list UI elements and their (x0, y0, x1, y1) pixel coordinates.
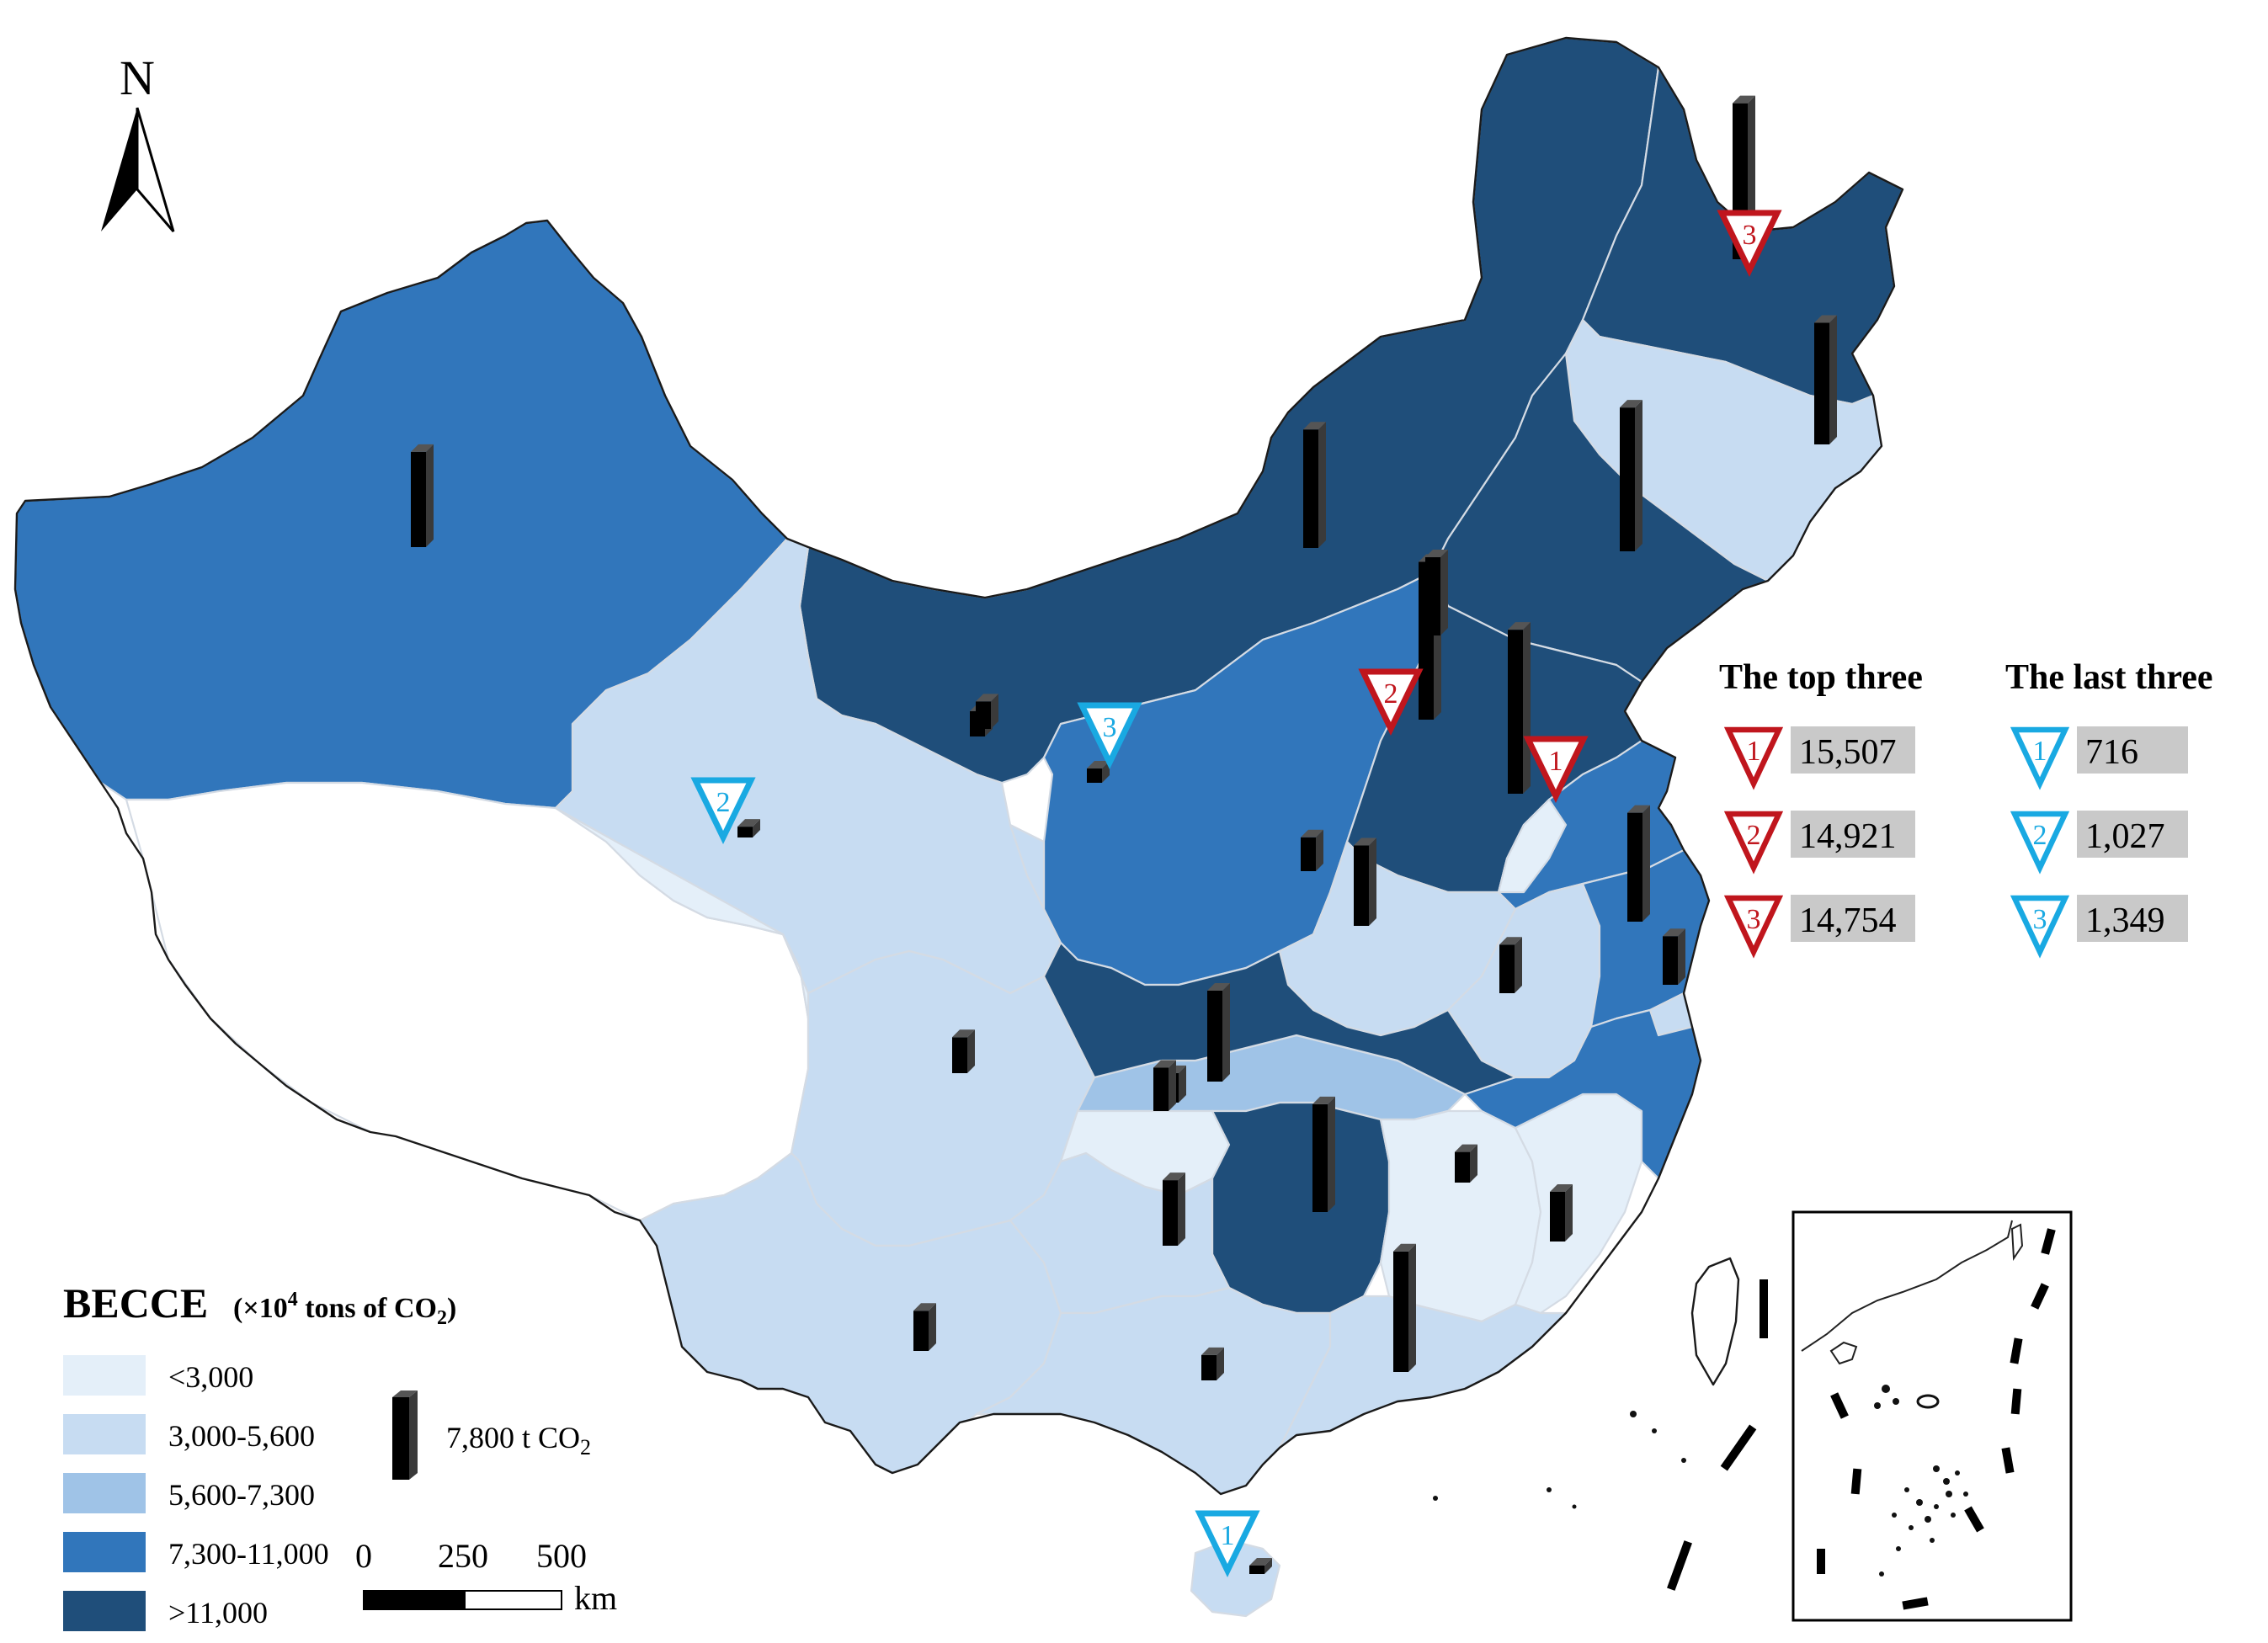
emission-bar-6 (1301, 829, 1323, 871)
top-three-title: The top three (1719, 658, 1923, 697)
value-box (1791, 895, 1915, 942)
emission-bar-26 (737, 819, 760, 837)
region-north-strip (1042, 941, 1517, 1096)
china-boundary (13, 36, 1904, 1496)
emission-bar-9 (1627, 805, 1650, 922)
emission-bar-1 (1207, 982, 1230, 1082)
emission-bar-5 (1814, 315, 1837, 444)
emission-bar-20 (1455, 1144, 1477, 1183)
emission-bar-11 (1620, 400, 1642, 551)
legend-title-unit: (×104 tons of CO2) (233, 1289, 456, 1329)
legend-swatch-0 (63, 1355, 146, 1396)
rank-number: 2 (1747, 820, 1761, 851)
emission-bar-16 (1312, 1096, 1335, 1212)
emission-bar-25 (976, 694, 998, 729)
value-box (2077, 811, 2188, 858)
marker-rank-number: 1 (1549, 746, 1563, 777)
north-arrow-icon: N (101, 51, 175, 232)
last-rank-marker-3: 3 (1077, 702, 1142, 770)
rank-number: 3 (2033, 904, 2047, 935)
emission-bar-22 (1201, 1347, 1224, 1380)
legend-class-label-1: 3,000-5,600 (168, 1419, 315, 1453)
top-rank-marker-2: 2 (1358, 668, 1424, 736)
scale-tick-0: 0 (355, 1537, 372, 1575)
region-ningxia (1009, 823, 1046, 911)
emission-bar-12 (1425, 550, 1448, 635)
legend-class-label-4: >11,000 (168, 1596, 268, 1630)
emission-bar-21 (1550, 1183, 1573, 1242)
maritime-dashes (1667, 1279, 1768, 1591)
scale-tick-250: 250 (438, 1537, 488, 1575)
rank-number: 2 (2033, 820, 2047, 851)
rank-value: 716 (2085, 733, 2138, 772)
legend-class-label-0: <3,000 (168, 1360, 253, 1394)
scale-unit: km (574, 1579, 617, 1617)
value-box (1791, 726, 1915, 774)
region-tianjin (1497, 798, 1568, 894)
emission-bar-14 (1663, 928, 1685, 985)
marker-rank-number: 2 (1384, 678, 1398, 710)
emission-bar-13 (1499, 937, 1522, 993)
emission-bar-10 (1303, 422, 1326, 548)
legend-class-label-3: 7,300-11,000 (168, 1537, 329, 1571)
south-sea-inset (1792, 1210, 2073, 1622)
emission-bar-24 (1393, 1243, 1416, 1372)
marker-rank-number: 1 (1221, 1520, 1235, 1551)
top-row-1: 1 15,507 (1723, 726, 1915, 790)
region-taiwan (1690, 1257, 1740, 1386)
emission-bar-0 (411, 444, 434, 547)
scale-tick-500: 500 (536, 1537, 587, 1575)
legend-swatch-4 (63, 1591, 146, 1631)
emission-bar-28 (1249, 1558, 1272, 1574)
last-rank-marker-2: 2 (690, 777, 756, 845)
emission-bar-8 (1354, 837, 1376, 926)
north-label: N (120, 51, 155, 105)
rank-value: 14,921 (1799, 817, 1897, 856)
marker-rank-number: 3 (1743, 220, 1757, 251)
ranking-panel: The top three The last three 1 15,507 2 14,… (1719, 658, 2213, 959)
region-qinghai (554, 806, 810, 1020)
legend-swatch-2 (63, 1473, 146, 1513)
rank-number: 1 (1747, 736, 1761, 767)
rank-value: 1,349 (2085, 901, 2165, 940)
legend-title-main: BECCE (63, 1279, 208, 1327)
emission-bar-27 (1087, 761, 1110, 783)
scale-bar: 0 250 500 km (355, 1537, 617, 1617)
value-box (2077, 895, 2188, 942)
emission-bar-18 (952, 1029, 975, 1073)
last-rank-marker-1: 1 (1195, 1510, 1260, 1578)
last-row-3: 3 1,349 (2010, 895, 2188, 959)
value-box (1791, 811, 1915, 858)
marker-rank-number: 2 (716, 787, 731, 818)
emission-bar-17 (1153, 1060, 1176, 1111)
emission-bar-23 (913, 1303, 936, 1351)
legend-swatch-1 (63, 1414, 146, 1454)
province-polygons (15, 38, 1903, 1494)
last-row-2: 2 1,027 (2010, 811, 2188, 875)
rank-value: 14,754 (1799, 901, 1897, 940)
rank-value: 15,507 (1799, 733, 1897, 772)
top-rank-marker-1: 1 (1523, 736, 1589, 804)
rank-markers: 1 2 3 1 2 3 (690, 210, 1782, 1578)
island-dots (1433, 1411, 1686, 1509)
rank-number: 3 (1747, 904, 1761, 935)
region-hunan (1211, 1101, 1391, 1315)
emission-bars (411, 95, 1837, 1574)
value-box (2077, 726, 2188, 774)
top-row-3: 3 14,754 (1723, 895, 1915, 959)
legend-bar-label: 7,800 t CO2 (446, 1421, 591, 1460)
emission-bar-3 (1508, 622, 1531, 794)
emission-bar-19 (1163, 1172, 1185, 1246)
legend: BECCE (×104 tons of CO2) <3,000 3,000-5,6… (63, 1279, 591, 1631)
top-rank-marker-3: 3 (1717, 210, 1782, 278)
last-three-title: The last three (2005, 658, 2213, 697)
rank-number: 1 (2033, 736, 2047, 767)
last-row-1: 1 716 (2010, 726, 2188, 790)
top-row-2: 2 14,921 (1723, 811, 1915, 875)
legend-bar-symbol (392, 1390, 418, 1480)
rank-value: 1,027 (2085, 817, 2165, 856)
marker-rank-number: 3 (1103, 712, 1117, 743)
legend-swatch-3 (63, 1532, 146, 1572)
legend-class-label-2: 5,600-7,300 (168, 1478, 315, 1512)
